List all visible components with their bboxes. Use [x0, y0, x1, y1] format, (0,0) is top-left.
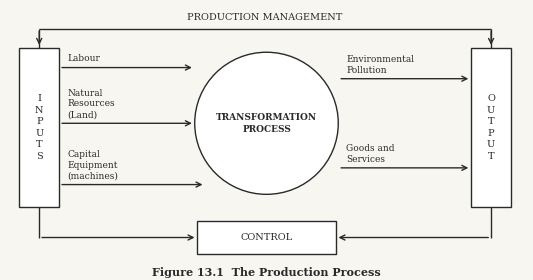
- Text: TRANSFORMATION
PROCESS: TRANSFORMATION PROCESS: [216, 113, 317, 134]
- Text: PRODUCTION MANAGEMENT: PRODUCTION MANAGEMENT: [188, 13, 343, 22]
- Text: Goods and
Services: Goods and Services: [346, 144, 395, 164]
- Bar: [19, 48, 59, 207]
- Text: I
N
P
U
T
S: I N P U T S: [35, 94, 44, 161]
- Text: Capital
Equipment
(machines): Capital Equipment (machines): [67, 150, 118, 180]
- Text: Figure 13.1  The Production Process: Figure 13.1 The Production Process: [152, 267, 381, 278]
- Text: Natural
Resources
(Land): Natural Resources (Land): [67, 88, 115, 119]
- Bar: [197, 221, 336, 254]
- Text: Environmental
Pollution: Environmental Pollution: [346, 55, 414, 74]
- Text: CONTROL: CONTROL: [240, 233, 293, 242]
- Ellipse shape: [195, 52, 338, 194]
- Text: Labour: Labour: [67, 53, 100, 62]
- Text: O
U
T
P
U
T: O U T P U T: [487, 94, 495, 161]
- Bar: [471, 48, 511, 207]
